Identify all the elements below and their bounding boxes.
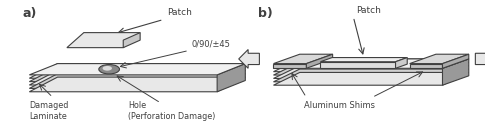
Polygon shape (123, 33, 140, 48)
Polygon shape (30, 64, 246, 78)
Polygon shape (30, 74, 246, 88)
Polygon shape (442, 54, 469, 68)
Polygon shape (274, 66, 469, 78)
Polygon shape (274, 59, 469, 72)
Polygon shape (274, 62, 469, 75)
FancyArrow shape (476, 50, 496, 68)
Polygon shape (274, 72, 469, 85)
Text: a): a) (23, 7, 37, 20)
Polygon shape (274, 59, 469, 68)
Text: b): b) (258, 7, 272, 20)
Text: Hole
(Perforation Damage): Hole (Perforation Damage) (128, 101, 216, 121)
Polygon shape (30, 77, 246, 92)
Polygon shape (67, 33, 140, 48)
Text: Patch: Patch (168, 8, 192, 17)
Polygon shape (396, 58, 407, 68)
Polygon shape (30, 70, 246, 85)
Polygon shape (320, 58, 407, 62)
Ellipse shape (102, 66, 112, 71)
Polygon shape (442, 59, 469, 85)
Polygon shape (274, 69, 469, 82)
Ellipse shape (99, 64, 119, 74)
Text: Aluminum Shims: Aluminum Shims (304, 101, 374, 110)
Polygon shape (274, 64, 306, 68)
Text: Damaged
Laminate: Damaged Laminate (30, 101, 68, 121)
Polygon shape (306, 54, 332, 68)
Polygon shape (410, 54, 469, 64)
Polygon shape (320, 62, 396, 68)
Polygon shape (274, 54, 332, 64)
Polygon shape (410, 64, 442, 68)
Text: 0/90/±45: 0/90/±45 (192, 40, 230, 49)
Polygon shape (30, 64, 246, 75)
FancyArrow shape (238, 50, 260, 68)
Polygon shape (217, 64, 246, 92)
Text: Patch: Patch (356, 6, 381, 15)
Polygon shape (30, 67, 246, 82)
